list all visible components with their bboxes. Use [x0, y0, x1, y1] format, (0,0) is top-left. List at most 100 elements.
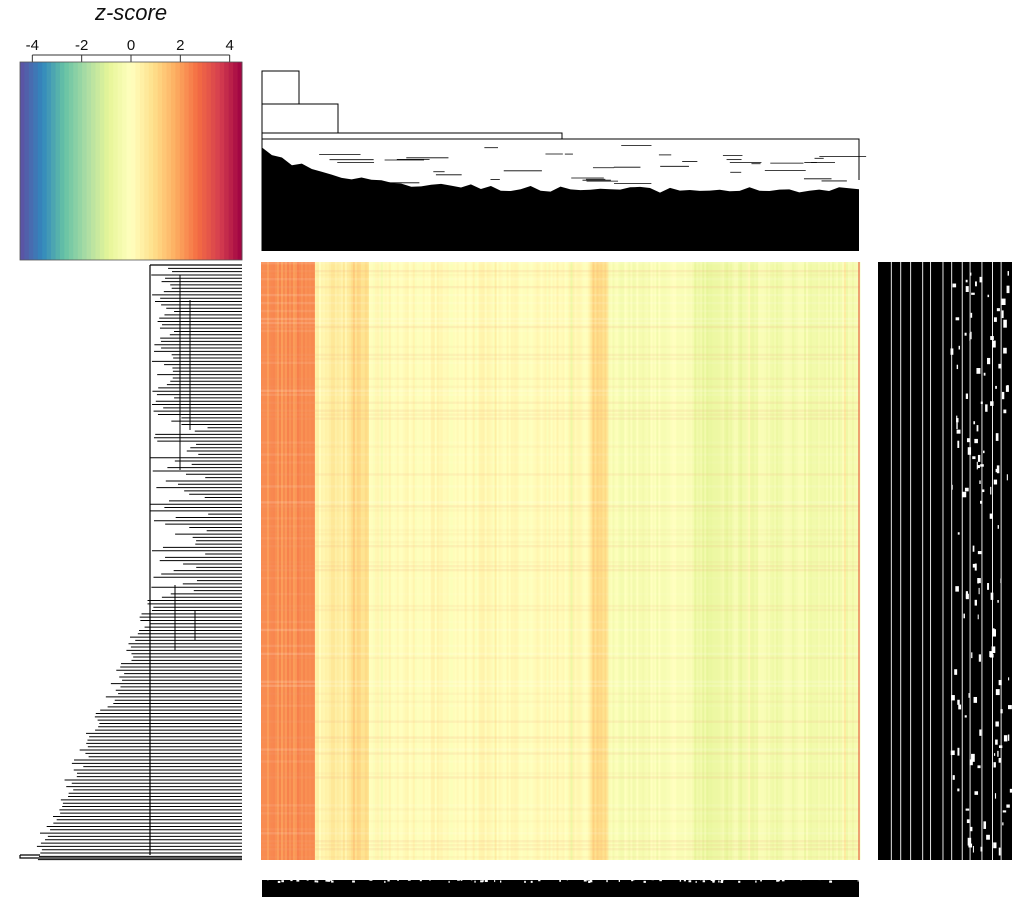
column-label-glyph [712, 879, 715, 882]
heatmap-column [598, 262, 601, 860]
row-label-glyph [976, 425, 979, 432]
heatmap-column [676, 262, 679, 860]
heatmap-column [536, 262, 539, 860]
column-label-glyph [643, 880, 646, 883]
heatmap-row-texture [261, 285, 860, 289]
heatmap-column [636, 262, 639, 860]
heatmap-column [744, 262, 747, 860]
column-label-glyph [714, 878, 717, 881]
heatmap-row-texture [261, 628, 860, 632]
column-label-glyph [407, 878, 411, 881]
heatmap-column [630, 262, 633, 860]
heatmap-column [298, 262, 302, 860]
row-label-glyph [989, 513, 993, 519]
heatmap-column [792, 262, 795, 860]
heatmap-column [610, 262, 613, 860]
heatmap-row-texture [261, 345, 860, 349]
legend-tick-label: 2 [176, 37, 184, 54]
heatmap-row-texture [261, 776, 860, 779]
heatmap-row-texture [261, 509, 860, 512]
heatmap-column [690, 262, 693, 860]
heatmap-column [590, 262, 593, 860]
heatmap-column [580, 262, 583, 860]
heatmap-column [452, 262, 455, 860]
row-label-glyph [966, 819, 970, 824]
heatmap-row-texture [261, 561, 860, 564]
legend-swatch [215, 62, 221, 260]
heatmap-column [278, 262, 282, 860]
row-label-glyph [976, 368, 981, 374]
row-label-glyph [963, 613, 965, 619]
column-label-glyph [316, 880, 319, 883]
heatmap-column [674, 262, 677, 860]
heatmap-column [654, 262, 657, 860]
column-label-glyph [461, 878, 463, 881]
heatmap-column [332, 262, 336, 860]
heatmap-column [834, 262, 837, 860]
heatmap-column [688, 262, 691, 860]
row-label-glyph [997, 750, 999, 757]
heatmap-column [304, 262, 308, 860]
heatmap-row-texture [261, 517, 860, 520]
row-label-glyph [1006, 285, 1010, 294]
heatmap-column [344, 262, 348, 860]
heatmap-column [748, 262, 751, 860]
column-label-glyph [755, 880, 757, 883]
heatmap-column [852, 262, 855, 860]
heatmap-column [780, 262, 783, 860]
heatmap-column [818, 262, 821, 860]
heatmap-column [306, 262, 310, 860]
heatmap-row-texture [261, 262, 860, 265]
heatmap-column [406, 262, 410, 860]
row-label-glyph [962, 491, 967, 498]
column-label-glyph [777, 879, 780, 882]
column-label-glyph [631, 878, 635, 881]
heatmap-column [632, 262, 635, 860]
heatmap-column [816, 262, 819, 860]
row-label-glyph [956, 415, 958, 419]
heatmap-column [796, 262, 799, 860]
row-label-glyph [998, 847, 1001, 856]
heatmap-column [578, 262, 581, 860]
heatmap-column [386, 262, 390, 860]
legend-color-bar [20, 62, 243, 260]
row-label-glyph [1001, 391, 1005, 400]
heatmap-column [696, 262, 699, 860]
legend-swatch [210, 62, 216, 260]
row-label-glyph [967, 447, 972, 455]
row-label-glyph [980, 846, 983, 852]
heatmap-column [342, 262, 346, 860]
heatmap-column [708, 262, 711, 860]
column-label-glyph [494, 880, 496, 883]
heatmap-row-texture [261, 269, 860, 273]
legend-swatch [206, 62, 212, 260]
heatmap-column [424, 262, 428, 860]
row-label-glyph [958, 345, 961, 350]
row-label-glyph [980, 500, 983, 504]
heatmap-column [488, 262, 491, 860]
row-label-glyph [973, 421, 976, 425]
heatmap-column [778, 262, 781, 860]
row-label-glyph [987, 294, 990, 298]
row-label-glyph [1009, 788, 1012, 793]
row-label-glyph [970, 331, 972, 340]
heatmap-row-texture [261, 568, 860, 572]
heatmap-column [582, 262, 585, 860]
row-label-glyph [973, 696, 978, 703]
row-label-glyph [967, 837, 972, 846]
column-label-glyph [290, 879, 293, 882]
heatmap-column [494, 262, 497, 860]
row-label-glyph [980, 464, 984, 467]
heatmap-column [296, 262, 300, 860]
row-label-glyph [990, 653, 994, 658]
heatmap-column [794, 262, 797, 860]
legend-swatch [91, 62, 96, 260]
column-label-glyph [484, 878, 488, 881]
heatmap-column [326, 262, 330, 860]
heatmap-column [720, 262, 723, 860]
row-label-glyph [974, 563, 977, 571]
legend-swatch [33, 62, 39, 260]
row-label-glyph [957, 440, 960, 448]
column-label-glyph [480, 880, 484, 883]
heatmap-column [802, 262, 805, 860]
